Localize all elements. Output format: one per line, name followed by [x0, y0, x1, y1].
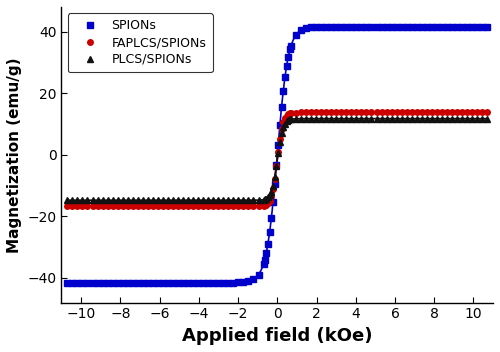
PLCS/SPIONs: [449, 117, 455, 121]
FAPLCS/SPIONs: [275, 150, 281, 155]
SPIONs: [263, 251, 269, 255]
SPIONs: [200, 281, 206, 285]
FAPLCS/SPIONs: [280, 120, 286, 125]
SPIONs: [444, 25, 450, 29]
FAPLCS/SPIONs: [263, 202, 269, 207]
Line: FAPLCS/SPIONs: FAPLCS/SPIONs: [64, 110, 490, 209]
PLCS/SPIONs: [384, 117, 390, 121]
PLCS/SPIONs: [263, 196, 269, 201]
PLCS/SPIONs: [64, 198, 70, 202]
PLCS/SPIONs: [280, 125, 286, 130]
FAPLCS/SPIONs: [200, 204, 206, 208]
PLCS/SPIONs: [130, 198, 136, 202]
Line: SPIONs: SPIONs: [64, 24, 490, 286]
PLCS/SPIONs: [275, 151, 281, 155]
SPIONs: [275, 143, 281, 147]
SPIONs: [130, 281, 136, 285]
SPIONs: [280, 89, 286, 93]
FAPLCS/SPIONs: [449, 110, 455, 114]
PLCS/SPIONs: [484, 117, 490, 121]
X-axis label: Applied field (kOe): Applied field (kOe): [182, 327, 372, 345]
FAPLCS/SPIONs: [64, 204, 70, 208]
Y-axis label: Magnetization (emu/g): Magnetization (emu/g): [7, 57, 22, 252]
PLCS/SPIONs: [200, 198, 206, 202]
Line: PLCS/SPIONs: PLCS/SPIONs: [64, 116, 490, 203]
SPIONs: [484, 25, 490, 29]
Legend: SPIONs, FAPLCS/SPIONs, PLCS/SPIONs: SPIONs, FAPLCS/SPIONs, PLCS/SPIONs: [68, 13, 212, 72]
FAPLCS/SPIONs: [384, 110, 390, 114]
FAPLCS/SPIONs: [484, 110, 490, 114]
SPIONs: [64, 281, 70, 285]
FAPLCS/SPIONs: [130, 204, 136, 208]
